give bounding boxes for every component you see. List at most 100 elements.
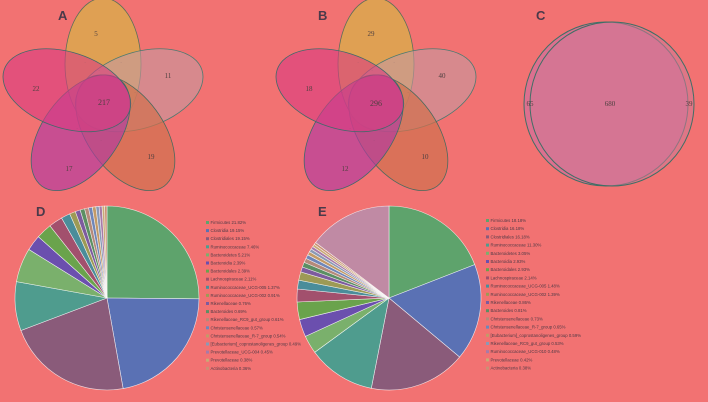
pie-d-legend-swatch-2 <box>206 237 209 241</box>
pie-d-legend-label-6: Bacteroidales 2.39% <box>211 269 251 274</box>
pie-d-legend-label-12: Rikenellaceae_RC9_gut_group 0.61% <box>211 317 284 322</box>
pie-d-legend-label-3: Ruminococcaceae 7.46% <box>211 244 260 249</box>
pie-e-legend-label-18: Actinobacteria 0.38% <box>491 366 532 371</box>
svg-text:·: · <box>120 60 121 65</box>
venn-a-set-5 <box>2 48 132 133</box>
svg-text:·: · <box>407 90 408 95</box>
venn-a-unique-5: 22 <box>33 85 41 93</box>
pie-d-legend-swatch-8 <box>206 285 209 289</box>
svg-text:·: · <box>373 138 374 143</box>
pie-d-legend-swatch-17 <box>206 358 209 362</box>
pie-e-slice-2 <box>370 297 460 391</box>
pie-e-legend-label-12: Christensenellaceae 0.73% <box>491 316 543 321</box>
pie-e-legend-label-4: Bacteroidetes 3.05% <box>491 251 531 256</box>
venn-c-both: 680 <box>605 100 616 108</box>
pie-e-legend-swatch-0 <box>486 219 489 222</box>
pie-d-legend-swatch-5 <box>206 261 209 265</box>
venn-a-unique-4: 17 <box>66 165 74 173</box>
pie-e-legend-swatch-12 <box>486 317 489 321</box>
pie-d-legend-label-17: Prevotellaceae 0.38% <box>211 358 253 363</box>
venn-a-unique-2: 11 <box>165 72 172 80</box>
pie-e-legend-label-10: Rikenellaceae 0.86% <box>491 300 532 305</box>
venn-a-small-counts: · · · · · · · · <box>68 60 135 143</box>
venn-b-unique-1: 29 <box>368 30 376 38</box>
pie-e-legend-swatch-17 <box>486 358 489 362</box>
venn-c-left-only: 65 <box>527 100 535 108</box>
venn-b: 29 40 10 12 18 296 · · · · · · · · <box>275 0 477 192</box>
svg-text:·: · <box>76 126 77 131</box>
svg-text:·: · <box>126 126 127 131</box>
pie-d-legend-swatch-12 <box>206 318 209 322</box>
pie-d-legend-label-10: Rikenellaceae 0.76% <box>211 301 252 306</box>
pie-d <box>14 205 200 391</box>
pie-d-legend-swatch-18 <box>206 366 209 370</box>
venn-b-unique-2: 40 <box>439 72 447 80</box>
svg-text:·: · <box>357 60 358 65</box>
pie-e-legend-label-0: Firmicutes 18.18% <box>491 218 527 223</box>
panel-label-b: B <box>318 8 327 23</box>
svg-text:·: · <box>68 90 69 95</box>
pie-d-legend-swatch-16 <box>206 350 209 354</box>
venn-c-set-right <box>529 21 695 187</box>
pie-d-legend-label-5: Bacteroidia 2.39% <box>211 261 246 266</box>
pie-e-legend-swatch-8 <box>486 284 489 288</box>
pie-e-legend-label-16: Ruminococcaceae_UCG-010 0.48% <box>491 349 560 354</box>
venn-a-unique-3: 19 <box>148 153 156 161</box>
pie-e-legend-label-7: Lachnospiraceae 2.14% <box>491 275 537 280</box>
pie-e-legend-label-5: Bacteroidia 2.93% <box>491 259 526 264</box>
pie-d-legend-label-1: Clostridia 19.15% <box>211 228 245 233</box>
venn-b-unique-4: 12 <box>342 165 350 173</box>
panel-label-d: D <box>36 204 45 219</box>
pie-d-slice-1 <box>106 297 200 389</box>
pie-d-legend-swatch-11 <box>206 310 209 314</box>
pie-d-legend-label-7: Lachnospiraceae 2.11% <box>211 277 257 282</box>
pie-e-legend-swatch-3 <box>486 243 489 247</box>
pie-d-legend-swatch-6 <box>206 269 209 273</box>
venn-b-unique-5: 18 <box>306 85 314 93</box>
venn-c: 65 680 39 <box>523 21 695 187</box>
pie-d-legend-swatch-9 <box>206 293 209 297</box>
pie-d-legend-label-9: Ruminococcaceae_UCG-002 0.91% <box>211 293 280 298</box>
pie-d-legend-label-2: Clostridiales 19.15% <box>211 236 250 241</box>
venn-b-small-counts: · · · · · · · · <box>341 60 408 143</box>
pie-d-legend-label-0: Firmicutes 21.82% <box>211 220 247 225</box>
svg-text:·: · <box>98 68 99 73</box>
pie-e-slice-1 <box>388 264 482 358</box>
pie-d-legend-swatch-14 <box>206 334 209 338</box>
venn-a-unique-1: 5 <box>94 30 98 38</box>
pie-d-legend-swatch-15 <box>206 342 209 346</box>
pie-e-legend-swatch-9 <box>486 292 489 296</box>
pie-e-legend-swatch-14 <box>486 333 489 337</box>
pie-d-legend-label-11: Bacteroides 0.69% <box>211 309 247 314</box>
venn-b-set-5 <box>275 48 405 133</box>
pie-e-legend-swatch-4 <box>486 251 489 255</box>
pie-d-legend-label-14: Christensenellaceae_R-7_group 0.54% <box>211 333 286 338</box>
pie-e-legend-swatch-5 <box>486 260 489 263</box>
pie-d-legend-swatch-3 <box>206 245 209 249</box>
venn-b-core: 296 <box>370 99 382 108</box>
pie-d-legend-label-18: Actinobacteria 0.36% <box>211 366 252 371</box>
pie-e-legend-label-6: Bacteroidales 2.93% <box>491 267 531 272</box>
svg-text:·: · <box>399 126 400 131</box>
pie-d-legend-label-4: Bacteroidetes 5.21% <box>211 252 251 257</box>
pie-e-legend-label-2: Clostridiales 16.18% <box>491 234 530 239</box>
pie-d-legend-swatch-7 <box>206 277 209 281</box>
pie-e-legend-swatch-2 <box>486 235 489 239</box>
pie-e-slice-3 <box>314 297 390 389</box>
pie-e-legend-label-15: Rikenellaceae_RC9_gut_group 0.53% <box>491 341 564 346</box>
pie-d-legend-swatch-10 <box>206 302 209 305</box>
pie-e-legend-swatch-1 <box>486 227 489 231</box>
pie-e-legend-swatch-11 <box>486 309 489 313</box>
pie-e-slice-0 <box>388 205 476 299</box>
pie-e <box>296 205 482 391</box>
panel-label-e: E <box>318 204 327 219</box>
pie-e-legend-label-1: Clostridia 16.18% <box>491 226 525 231</box>
panel-label-a: A <box>58 8 68 23</box>
svg-text:·: · <box>341 90 342 95</box>
legend-e: Firmicutes 18.18% Clostridia 16.18% Clostr… <box>486 218 581 371</box>
pie-e-legend-label-14: [Eubacterium]_coprostanoligenes_group 0.… <box>491 333 582 338</box>
venn-c-right-only: 39 <box>686 100 694 108</box>
pie-e-legend-label-8: Ruminococcaceae_UCG-005 1.48% <box>491 284 560 289</box>
svg-text:·: · <box>100 138 101 143</box>
